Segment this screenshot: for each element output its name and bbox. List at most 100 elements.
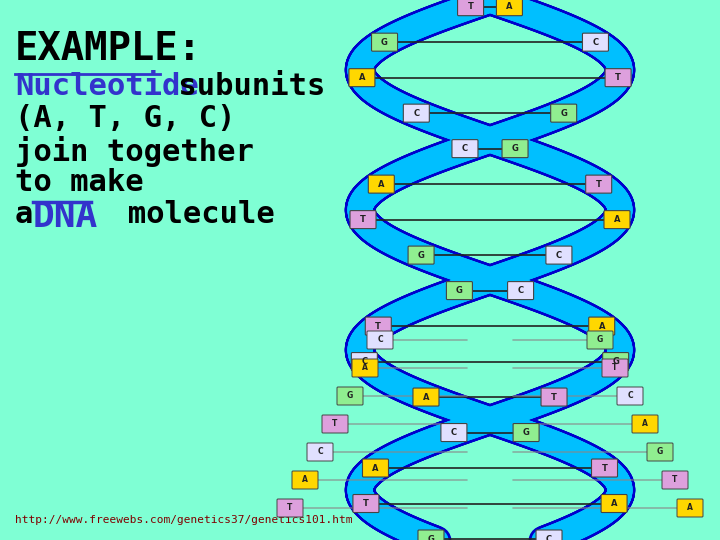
Text: Nucleotide: Nucleotide: [15, 72, 199, 101]
Text: G: G: [456, 286, 463, 295]
FancyBboxPatch shape: [632, 415, 658, 433]
Text: G: G: [657, 448, 663, 456]
Text: T: T: [363, 499, 369, 508]
FancyBboxPatch shape: [602, 359, 628, 377]
FancyBboxPatch shape: [647, 443, 673, 461]
FancyBboxPatch shape: [604, 211, 630, 228]
Text: T: T: [595, 180, 602, 188]
FancyBboxPatch shape: [677, 499, 703, 517]
Text: A: A: [378, 180, 384, 188]
Text: C: C: [593, 38, 598, 46]
FancyBboxPatch shape: [307, 443, 333, 461]
Text: T: T: [615, 73, 621, 82]
Text: A: A: [423, 393, 429, 402]
FancyBboxPatch shape: [662, 471, 688, 489]
Text: A: A: [372, 463, 379, 472]
Text: C: C: [627, 392, 633, 401]
FancyBboxPatch shape: [603, 353, 629, 370]
Text: G: G: [597, 335, 603, 345]
FancyBboxPatch shape: [441, 423, 467, 442]
Text: T: T: [467, 2, 474, 11]
FancyBboxPatch shape: [541, 388, 567, 406]
Text: join together: join together: [15, 136, 254, 167]
FancyBboxPatch shape: [362, 459, 389, 477]
FancyBboxPatch shape: [322, 415, 348, 433]
FancyBboxPatch shape: [452, 140, 478, 158]
FancyBboxPatch shape: [617, 387, 643, 405]
Text: C: C: [462, 144, 468, 153]
FancyBboxPatch shape: [536, 530, 562, 540]
Text: T: T: [287, 503, 293, 512]
FancyBboxPatch shape: [365, 317, 391, 335]
Text: http://www.freewebs.com/genetics37/genetics101.htm: http://www.freewebs.com/genetics37/genet…: [15, 515, 353, 525]
Text: C: C: [556, 251, 562, 260]
FancyBboxPatch shape: [349, 69, 375, 86]
Text: subunits: subunits: [160, 72, 325, 101]
Text: T: T: [360, 215, 366, 224]
FancyBboxPatch shape: [585, 175, 612, 193]
Text: A: A: [598, 322, 605, 330]
Text: T: T: [551, 393, 557, 402]
Text: EXAMPLE:: EXAMPLE:: [15, 30, 202, 68]
Text: T: T: [375, 322, 381, 330]
Text: G: G: [381, 38, 388, 46]
Text: C: C: [451, 428, 457, 437]
FancyBboxPatch shape: [582, 33, 608, 51]
FancyBboxPatch shape: [551, 104, 577, 122]
Text: T: T: [672, 476, 678, 484]
FancyBboxPatch shape: [292, 471, 318, 489]
Text: C: C: [518, 286, 523, 295]
Text: C: C: [546, 535, 552, 540]
Text: A: A: [302, 476, 308, 484]
FancyBboxPatch shape: [369, 175, 395, 193]
Text: A: A: [611, 499, 617, 508]
Text: C: C: [361, 357, 367, 366]
FancyBboxPatch shape: [351, 353, 377, 370]
Text: A: A: [362, 363, 368, 373]
Text: T: T: [602, 463, 608, 472]
Text: G: G: [523, 428, 529, 437]
FancyBboxPatch shape: [277, 499, 303, 517]
FancyBboxPatch shape: [367, 331, 393, 349]
Text: a: a: [15, 200, 52, 229]
FancyBboxPatch shape: [337, 387, 363, 405]
FancyBboxPatch shape: [605, 69, 631, 86]
FancyBboxPatch shape: [418, 530, 444, 540]
Text: G: G: [512, 144, 518, 153]
FancyBboxPatch shape: [592, 459, 618, 477]
FancyBboxPatch shape: [352, 359, 378, 377]
FancyBboxPatch shape: [353, 495, 379, 512]
FancyBboxPatch shape: [589, 317, 615, 335]
Text: DNA: DNA: [33, 200, 98, 234]
Text: G: G: [347, 392, 353, 401]
Text: molecule: molecule: [91, 200, 275, 229]
Text: A: A: [613, 215, 620, 224]
FancyBboxPatch shape: [513, 423, 539, 442]
FancyBboxPatch shape: [458, 0, 484, 16]
FancyBboxPatch shape: [408, 246, 434, 264]
Text: C: C: [318, 448, 323, 456]
Text: A: A: [642, 420, 648, 429]
Text: to make: to make: [15, 168, 143, 197]
Text: (A, T, G, C): (A, T, G, C): [15, 104, 235, 133]
Text: G: G: [560, 109, 567, 118]
Text: G: G: [418, 251, 425, 260]
FancyBboxPatch shape: [502, 140, 528, 158]
Text: C: C: [413, 109, 419, 118]
Text: T: T: [612, 363, 618, 373]
FancyBboxPatch shape: [350, 211, 376, 228]
FancyBboxPatch shape: [413, 388, 439, 406]
FancyBboxPatch shape: [372, 33, 397, 51]
FancyBboxPatch shape: [601, 495, 627, 512]
Text: A: A: [506, 2, 513, 11]
FancyBboxPatch shape: [496, 0, 523, 16]
Text: T: T: [333, 420, 338, 429]
Text: G: G: [612, 357, 619, 366]
Text: A: A: [687, 503, 693, 512]
FancyBboxPatch shape: [546, 246, 572, 264]
FancyBboxPatch shape: [508, 281, 534, 300]
Text: G: G: [428, 535, 434, 540]
Text: C: C: [377, 335, 383, 345]
FancyBboxPatch shape: [587, 331, 613, 349]
FancyBboxPatch shape: [446, 281, 472, 300]
